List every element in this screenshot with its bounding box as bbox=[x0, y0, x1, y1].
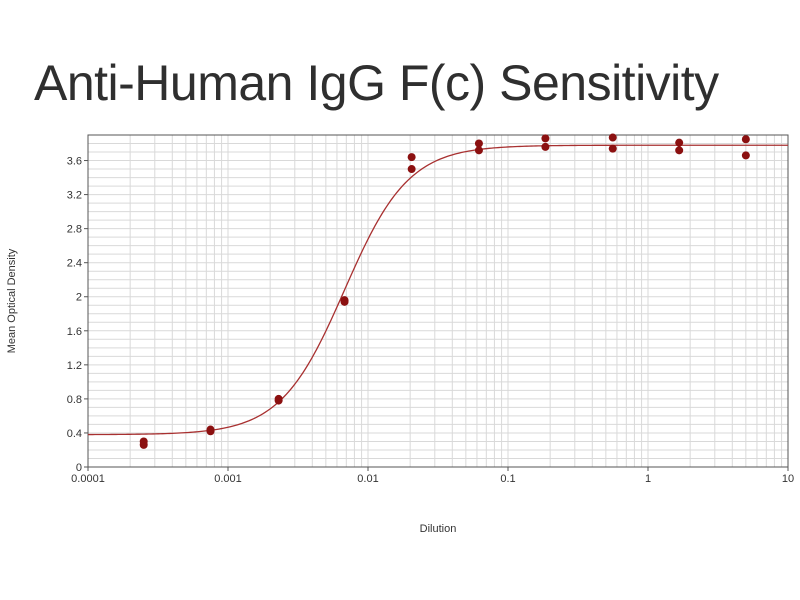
chart-title: Anti-Human IgG F(c) Sensitivity bbox=[34, 55, 719, 111]
y-tick-label: 3.6 bbox=[67, 156, 82, 168]
data-point bbox=[675, 138, 684, 147]
x-tick-label: 0.0001 bbox=[71, 473, 105, 485]
data-point bbox=[139, 437, 148, 446]
y-tick-label: 0 bbox=[76, 462, 82, 474]
data-point bbox=[608, 133, 617, 142]
data-points bbox=[139, 133, 750, 449]
y-tick-label: 1.2 bbox=[67, 360, 82, 372]
x-tick-label: 10 bbox=[782, 473, 794, 485]
y-tick-label: 3.2 bbox=[67, 190, 82, 202]
x-tick-label: 1 bbox=[645, 473, 651, 485]
data-point bbox=[741, 135, 750, 144]
y-tick-label: 0.4 bbox=[67, 428, 82, 440]
x-tick-label: 0.001 bbox=[214, 473, 242, 485]
data-point bbox=[474, 146, 483, 155]
y-tick-label: 0.8 bbox=[67, 394, 82, 406]
data-point bbox=[541, 134, 550, 143]
data-point bbox=[608, 144, 617, 153]
data-point bbox=[741, 151, 750, 160]
data-point bbox=[274, 394, 283, 403]
data-point bbox=[407, 165, 416, 174]
y-tick-label: 2.8 bbox=[67, 224, 82, 236]
x-tick-label: 0.01 bbox=[357, 473, 378, 485]
data-point bbox=[541, 142, 550, 151]
data-point bbox=[675, 146, 684, 155]
data-point bbox=[474, 139, 483, 148]
data-point bbox=[407, 153, 416, 162]
plot-area-frame bbox=[87, 134, 789, 468]
y-axis-label: Mean Optical Density bbox=[6, 248, 18, 353]
y-tick-label: 2.4 bbox=[67, 258, 82, 270]
x-tick-label: 0.1 bbox=[500, 473, 515, 485]
grid-lines bbox=[87, 135, 788, 467]
y-tick-label: 1.6 bbox=[67, 326, 82, 338]
y-tick-label: 2 bbox=[76, 292, 82, 304]
fit-curve bbox=[87, 144, 788, 436]
tick-labels: 0.0001 0.001 0.01 0.1 1 10 0 0.4 0.8 1.2 1.6 2 2.4 2.… bbox=[67, 156, 794, 485]
data-point bbox=[340, 296, 349, 305]
data-point bbox=[206, 425, 215, 434]
x-axis-label: Dilution bbox=[420, 523, 457, 535]
